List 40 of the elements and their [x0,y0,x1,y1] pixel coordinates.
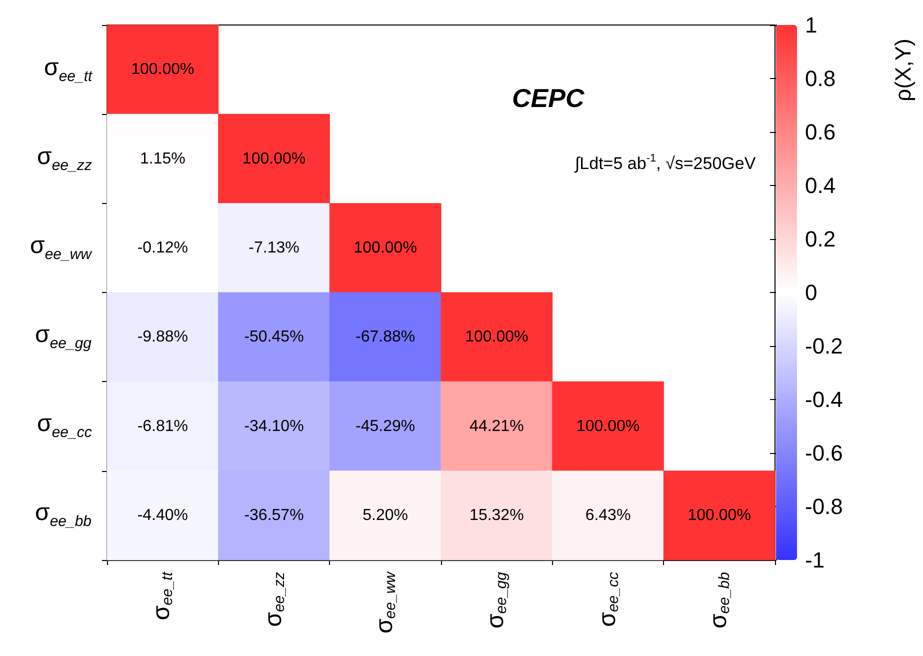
color-bar-label: 0.4 [805,173,836,198]
data-label: -36.57% [244,506,304,524]
annotation: CEPC [512,83,586,113]
data-label: -6.81% [137,418,188,435]
color-bar-title: ρ(X,Y) [890,38,916,102]
color-bar-label: -0.4 [805,387,843,412]
data-label: -67.88% [356,328,416,346]
color-bar-label: 0.2 [805,226,836,252]
color-bar-label: -0.8 [805,494,843,519]
data-label: -50.45% [244,328,304,346]
data-label: 5.20% [362,506,408,524]
color-bar-label: 1 [805,12,818,38]
color-bar-label: 0.6 [805,120,836,144]
color-bar-label: -0.2 [805,334,843,358]
color-bar-label: 0 [805,280,818,305]
color-bar-label: -1 [805,548,825,572]
data-label: 100.00% [576,418,640,435]
data-label: -9.88% [137,328,188,346]
data-label: 15.32% [470,506,524,524]
data-label: 100.00% [131,61,194,78]
y-tick-label: σ$_{ee_cc}$ [37,410,92,442]
data-label: 100.00% [688,506,751,524]
y-tick-label: σ$_{ee_zz}$ [37,142,92,174]
color-bar-label: 0.8 [805,66,836,91]
data-label: -45.29% [356,418,416,435]
data-label: -34.10% [244,418,304,435]
y-tick-label: σ$_{ee_tt}$ [44,54,92,84]
y-tick-label: σ$_{ee_bb}$ [35,499,92,530]
data-label: -4.40% [137,506,188,524]
color-bar-label: -0.6 [805,440,843,466]
data-label: 100.00% [465,328,528,346]
data-label: 100.00% [354,239,417,256]
data-label: 1.15% [140,150,186,168]
data-label: -0.12% [137,239,188,256]
data-label: -7.13% [248,239,300,256]
data-label: 44.21% [470,418,524,435]
y-tick-label: σ$_{ee_ww}$ [30,232,92,263]
y-tick-label: σ$_{ee_gg}$ [35,321,92,352]
data-label: 6.43% [585,506,631,524]
data-label: 100.00% [242,150,306,168]
